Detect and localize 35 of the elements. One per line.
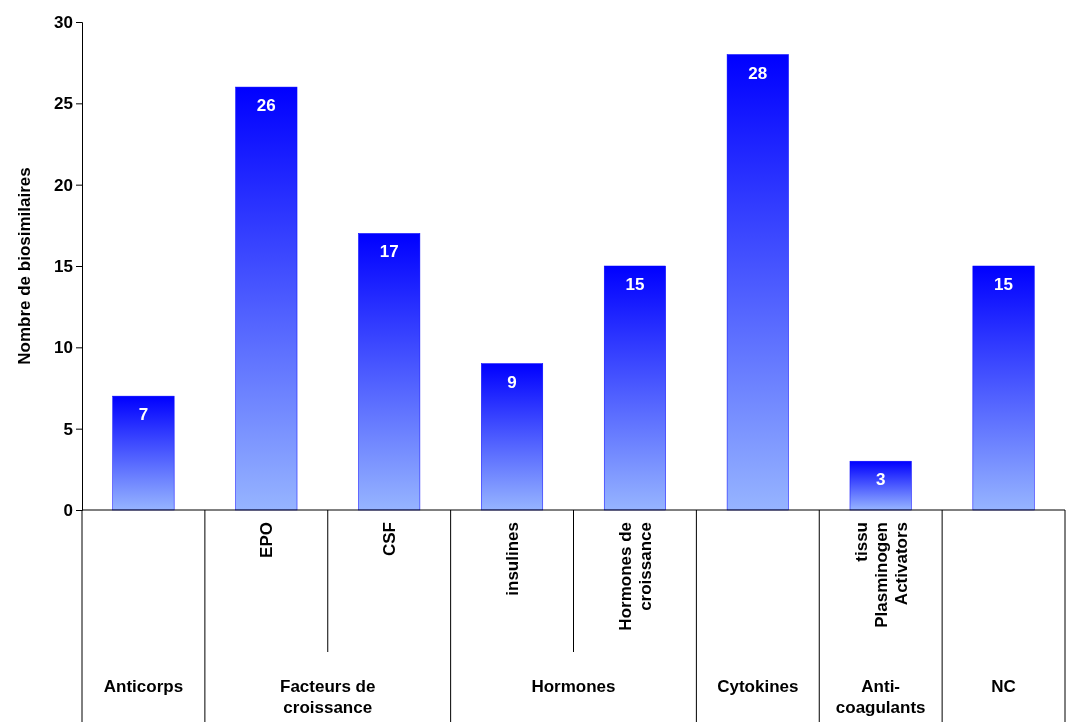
y-tick-label: 10 — [54, 338, 73, 358]
y-tick-label: 0 — [63, 500, 73, 520]
x-tick-label: Hormones de croissance — [615, 522, 655, 631]
bar — [358, 233, 421, 511]
data-label: 17 — [379, 242, 399, 262]
data-label: 15 — [625, 275, 645, 294]
text: Cytokines — [717, 677, 799, 696]
x-tick-label: EPO — [257, 522, 277, 558]
y-tick-label: 20 — [54, 175, 73, 195]
bar — [972, 265, 1035, 511]
x-tick-label: tissu Plasminogen Activators — [851, 522, 911, 628]
bar — [235, 86, 298, 511]
bar — [849, 460, 912, 511]
data-label: 28 — [748, 63, 768, 83]
data-label: 3 — [875, 470, 886, 490]
bar — [603, 265, 666, 511]
text: Hormones — [531, 677, 616, 696]
bar — [726, 54, 789, 511]
y-tick-label: 30 — [54, 12, 73, 32]
text: Facteurs de croissance — [280, 677, 376, 717]
data-label: 7 — [138, 405, 149, 425]
data-label: 15 — [994, 275, 1014, 294]
y-tick-label: 5 — [63, 419, 73, 439]
y-tick-label: 25 — [54, 94, 73, 114]
data-label: 26 — [256, 96, 276, 116]
y-axis-title: Nombre de biosimilaires — [15, 167, 34, 365]
text: Anti-coagulants — [835, 677, 926, 717]
bar — [481, 363, 544, 511]
data-label: 9 — [507, 372, 517, 392]
text: NC — [991, 677, 1016, 696]
bar — [112, 395, 175, 511]
x-tick-label: insulines — [503, 522, 523, 596]
y-tick-label: 15 — [54, 256, 73, 276]
x-tick-label: CSF — [380, 522, 400, 556]
text: Anticorps — [103, 677, 184, 696]
